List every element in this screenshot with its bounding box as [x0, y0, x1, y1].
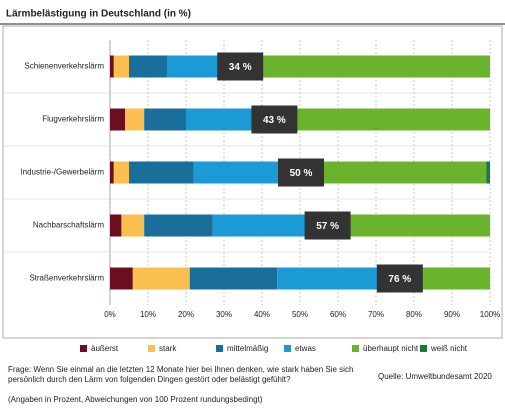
chart-title: Lärmbelästigung in Deutschland (in %): [6, 9, 191, 20]
y-tick-label: Schienenverkehrslärm: [24, 62, 104, 71]
x-tick-label: 30%: [216, 310, 232, 319]
legend-label: etwas: [295, 344, 316, 353]
bar-segment: [113, 55, 129, 78]
bar-segment: [125, 108, 145, 131]
total-label: 50 %: [290, 168, 313, 179]
x-tick-label: 40%: [254, 310, 270, 319]
bar-segment: [326, 214, 490, 237]
frame: [2, 25, 503, 339]
legend-swatch: [148, 345, 155, 352]
total-label-box: [251, 105, 298, 134]
legend-swatch: [284, 345, 291, 352]
x-tick-label: 20%: [178, 310, 194, 319]
legend-label: weiß nicht: [430, 344, 468, 353]
bar-segment: [110, 267, 133, 290]
bar-segment: [193, 161, 300, 184]
total-label: 34 %: [229, 62, 252, 73]
x-tick-label: 100%: [480, 310, 500, 319]
bar-segment: [132, 267, 190, 290]
total-label-box: [278, 158, 324, 187]
x-tick-label: 70%: [368, 310, 384, 319]
total-label-box: [217, 52, 264, 81]
total-label-box: [376, 264, 423, 293]
legend-label: äußerst: [91, 344, 119, 353]
x-tick-label: 60%: [330, 310, 346, 319]
bar-segment: [110, 161, 114, 184]
bar-segment: [239, 55, 490, 78]
bar-segment: [144, 108, 186, 131]
note: (Angaben in Prozent, Abweichungen von 10…: [8, 395, 263, 404]
x-tick-label: 50%: [292, 310, 308, 319]
legend-swatch: [216, 345, 223, 352]
x-tick-label: 0%: [104, 310, 116, 319]
bar-segment: [212, 214, 327, 237]
y-tick-label: Flugverkehrslärm: [42, 115, 104, 124]
bar-segment: [277, 267, 399, 290]
bar-segment: [129, 55, 167, 78]
bar-segment: [110, 108, 126, 131]
legend-swatch: [352, 345, 359, 352]
y-tick-label: Industrie-/Gewerbelärm: [20, 168, 104, 177]
bar-segment: [110, 55, 114, 78]
source: Quelle: Umweltbundesamt 2020: [378, 372, 492, 381]
total-label-box: [304, 211, 351, 240]
bar-segment: [273, 108, 490, 131]
bar-segment: [144, 214, 213, 237]
legend-label: stark: [159, 344, 177, 353]
y-tick-label: Straßenverkehrslärm: [29, 274, 104, 283]
legend-label: mittelmäßig: [227, 344, 268, 353]
y-tick-label: Nachbarschaftslärm: [33, 221, 104, 230]
bar-segment: [129, 161, 194, 184]
bar-segment: [486, 161, 490, 184]
bar-segment: [300, 161, 487, 184]
bar-segment: [110, 214, 122, 237]
legend-label: überhaupt nicht: [363, 344, 419, 353]
bar-segment: [113, 161, 129, 184]
x-tick-label: 90%: [444, 310, 460, 319]
bar-segment: [189, 267, 278, 290]
total-label: 57 %: [316, 221, 339, 232]
x-tick-label: 80%: [406, 310, 422, 319]
bar-segment: [121, 214, 145, 237]
legend-swatch: [80, 345, 87, 352]
x-tick-label: 10%: [140, 310, 156, 319]
total-label: 76 %: [388, 274, 411, 285]
legend-swatch: [420, 345, 427, 352]
total-label: 43 %: [263, 115, 286, 126]
question: Frage: Wenn Sie einmal an die letzten 12…: [8, 365, 354, 384]
